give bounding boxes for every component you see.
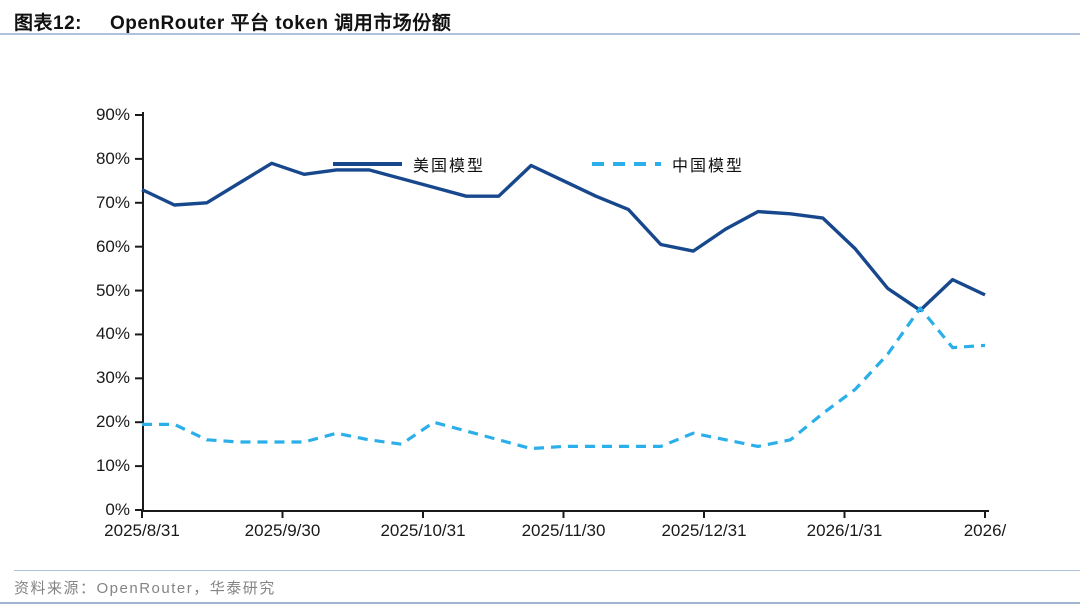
y-tick-label: 30% — [95, 368, 130, 388]
y-tick-label: 50% — [95, 280, 130, 300]
figure-number-label: 图表12: — [14, 13, 82, 34]
figure-title-row: 图表12: OpenRouter 平台 token 调用市场份额 — [14, 8, 451, 35]
y-tick-label: 90% — [95, 105, 130, 124]
x-tick-label: 2026/1/31 — [806, 521, 883, 540]
cn-dashed-line-swatch — [592, 162, 661, 166]
legend-label-us: 美国模型 — [413, 158, 486, 175]
figure-title: OpenRouter 平台 token 调用市场份额 — [109, 13, 452, 34]
source-note: 资料来源：OpenRouter，华泰研究 — [14, 580, 276, 597]
y-tick-label: 10% — [95, 456, 130, 476]
y-tick-label: 20% — [95, 412, 130, 432]
title-underline — [0, 33, 1080, 35]
source-divider — [14, 570, 1080, 571]
page-bottom-rule — [0, 602, 1080, 604]
y-tick-label: 60% — [95, 236, 130, 256]
legend-item-us: 美国模型 — [333, 152, 485, 176]
y-tick-label: 0% — [105, 500, 130, 519]
us-solid-line-swatch — [333, 162, 402, 166]
us-model-line — [141, 161, 986, 312]
y-tick-label: 70% — [95, 192, 130, 212]
chart-canvas — [135, 112, 989, 518]
x-tick-label: 2025/12/31 — [661, 521, 747, 540]
legend-label-cn: 中国模型 — [672, 158, 745, 175]
x-tick-label: 2025/9/30 — [244, 521, 321, 540]
chart-area: 美国模型 中国模型 0% 10% 20% 30% 40% 50% 60% 70% 80% 90% … — [0, 40, 1080, 560]
y-tick-label: 80% — [95, 148, 130, 168]
cn-model-line — [142, 306, 986, 451]
x-tick-label: 2025/10/31 — [380, 521, 466, 540]
y-tick-label: 40% — [95, 324, 130, 344]
x-tick-label: 2025/11/30 — [521, 521, 606, 540]
legend-item-cn: 中国模型 — [592, 152, 744, 176]
x-tick-label: 2026/ — [963, 521, 1007, 540]
x-tick-label: 2025/8/31 — [104, 521, 180, 540]
